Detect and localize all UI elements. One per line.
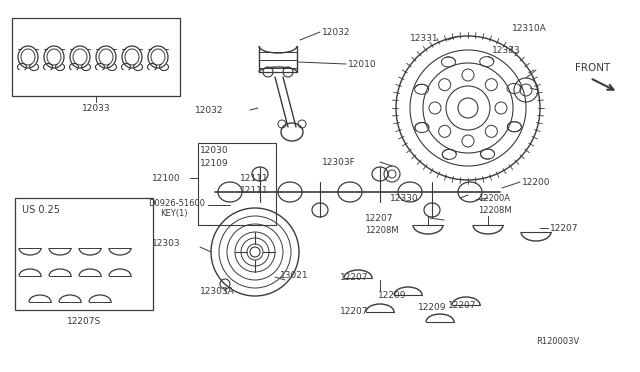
Text: 12208M: 12208M xyxy=(478,205,511,215)
Text: 12207S: 12207S xyxy=(67,317,101,327)
Text: 12109: 12109 xyxy=(200,158,228,167)
Circle shape xyxy=(438,78,451,91)
Text: 12033: 12033 xyxy=(82,103,110,112)
Circle shape xyxy=(485,125,497,137)
Text: US 0.25: US 0.25 xyxy=(22,205,60,215)
Text: 12207: 12207 xyxy=(550,224,579,232)
Circle shape xyxy=(250,247,260,257)
Text: 12111: 12111 xyxy=(240,173,269,183)
Circle shape xyxy=(429,102,441,114)
Bar xyxy=(12,18,180,96)
Text: 12333: 12333 xyxy=(492,45,520,55)
Circle shape xyxy=(462,69,474,81)
Bar xyxy=(198,143,276,225)
Text: 12207: 12207 xyxy=(340,308,369,317)
Text: 12330: 12330 xyxy=(390,193,419,202)
Text: 12032: 12032 xyxy=(195,106,223,115)
Text: 12207: 12207 xyxy=(448,301,477,310)
Text: 12200: 12200 xyxy=(522,177,550,186)
Text: R120003V: R120003V xyxy=(536,337,579,346)
Text: 12303F: 12303F xyxy=(322,157,356,167)
Circle shape xyxy=(485,78,497,91)
Circle shape xyxy=(495,102,507,114)
Circle shape xyxy=(462,135,474,147)
Text: 12209: 12209 xyxy=(418,304,447,312)
Bar xyxy=(15,198,153,310)
Text: 12209: 12209 xyxy=(378,291,406,299)
Text: 12200A: 12200A xyxy=(478,193,510,202)
Text: 12100: 12100 xyxy=(152,173,180,183)
Text: 12208M: 12208M xyxy=(365,225,399,234)
Text: D0926-51600: D0926-51600 xyxy=(148,199,205,208)
Text: 12207: 12207 xyxy=(365,214,394,222)
Text: 12207: 12207 xyxy=(340,273,369,282)
Text: 12303: 12303 xyxy=(152,238,180,247)
Text: 13021: 13021 xyxy=(280,270,308,279)
Text: 12331: 12331 xyxy=(410,33,438,42)
Text: 12030: 12030 xyxy=(200,145,228,154)
Text: 12310A: 12310A xyxy=(512,23,547,32)
Circle shape xyxy=(438,125,451,137)
Text: 12303A: 12303A xyxy=(200,288,235,296)
Text: KEY(1): KEY(1) xyxy=(160,208,188,218)
Text: FRONT: FRONT xyxy=(575,63,611,73)
Text: 12111: 12111 xyxy=(240,186,269,195)
Text: 12032: 12032 xyxy=(322,28,351,36)
Text: 12010: 12010 xyxy=(348,60,376,68)
